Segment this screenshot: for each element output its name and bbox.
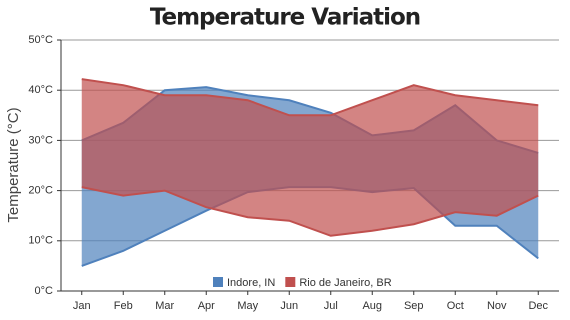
x-tick-label: Nov [487,300,507,312]
x-tick-label: Apr [198,300,215,312]
legend-swatch [213,277,223,287]
x-tick-label: Jul [324,300,338,312]
y-tick-label: 50°C [28,34,53,46]
x-tick-label: Jan [73,300,91,312]
high-line [81,78,539,117]
x-tick-label: Feb [114,300,133,312]
low-line [81,186,539,237]
legend-label: Rio de Janeiro, BR [299,277,391,289]
x-tick-label: Sep [404,300,424,312]
y-tick-label: 40°C [28,84,53,96]
legend-swatch [285,277,296,287]
y-tick-label: 20°C [28,185,53,197]
y-tick-label: 30°C [28,134,53,146]
x-tick-label: Mar [155,300,174,312]
x-tick-label: Oct [447,300,464,312]
x-tick-label: Jun [280,300,298,312]
chart-title: Temperature Variation [150,5,420,31]
y-axis-title: Temperature (°C) [5,107,22,222]
x-tick-label: Aug [362,300,382,312]
range-area [81,79,539,236]
y-tick-label: 0°C [35,285,54,297]
x-tick-label: May [237,300,258,312]
x-tick-label: Dec [528,300,548,312]
legend-label: Indore, IN [227,277,275,289]
y-tick-label: 10°C [28,235,53,247]
